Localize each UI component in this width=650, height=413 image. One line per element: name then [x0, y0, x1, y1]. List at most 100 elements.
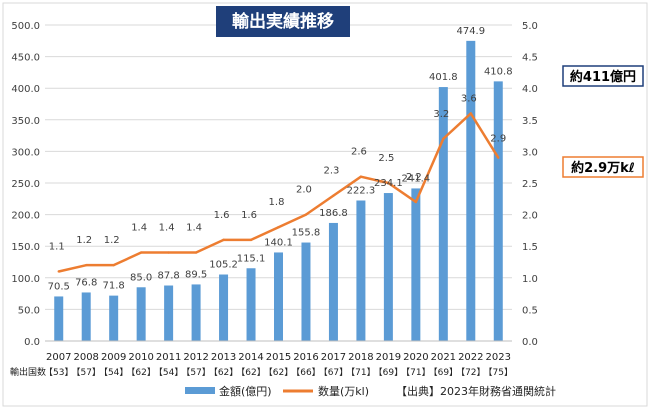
- line-point-quantity: [57, 270, 60, 273]
- y-left-tick-label: 400.0: [11, 84, 40, 95]
- x-tick-label: 2014: [238, 352, 263, 363]
- bar-amount: [328, 222, 338, 341]
- bar-amount: [164, 285, 174, 341]
- bar-value-label: 115.1: [237, 253, 266, 264]
- export-country-count: 【62】: [264, 367, 293, 378]
- chart-border: [2, 2, 648, 407]
- y-right-tick-label: 0.5: [522, 305, 538, 316]
- bar-amount: [109, 295, 119, 341]
- export-country-count: 【54】: [154, 367, 183, 378]
- export-country-count: 【54】: [99, 367, 128, 378]
- bar-value-label: 70.5: [48, 281, 70, 292]
- y-left-tick-label: 350.0: [11, 116, 40, 127]
- x-tick-label: 2016: [293, 352, 318, 363]
- x-tick-label: 2009: [101, 352, 126, 363]
- bar-amount: [466, 40, 476, 342]
- legend-label-amount: 金額(億円): [219, 384, 272, 398]
- bar-value-label: 241.4: [402, 173, 431, 184]
- line-value-label: 1.6: [241, 210, 257, 221]
- x-tick-label: 2017: [321, 352, 346, 363]
- bar-series-layer: [54, 40, 503, 342]
- y-left-tick-label: 50.0: [18, 305, 40, 316]
- export-countries-row: 【53】【57】【54】【62】【54】【57】【62】【62】【62】【66】…: [44, 367, 513, 378]
- x-tick-label: 2021: [431, 352, 456, 363]
- line-point-quantity: [497, 156, 500, 159]
- y-right-tick-label: 4.5: [522, 53, 538, 64]
- y-left-tick-label: 150.0: [11, 242, 40, 253]
- line-point-quantity: [194, 251, 198, 254]
- chart-title-box: 輸出実績推移: [216, 6, 350, 37]
- bar-value-label: 71.8: [103, 281, 125, 292]
- callout-amount-text: 約411億円: [570, 69, 636, 85]
- line-point-quantity: [222, 238, 225, 242]
- line-value-label: 1.4: [186, 223, 202, 234]
- export-country-count: 【71】: [401, 367, 430, 378]
- line-value-label: 2.0: [296, 185, 312, 196]
- line-value-label: 2.6: [351, 147, 367, 158]
- y-left-tick-label: 300.0: [11, 147, 40, 158]
- bar-value-label: 89.5: [185, 269, 207, 280]
- callout-quantity-box: [562, 156, 644, 178]
- bar-amount: [383, 193, 393, 341]
- bar-amount: [81, 292, 91, 341]
- export-country-count: 【69】: [429, 367, 458, 378]
- line-point-quantity: [112, 263, 115, 267]
- line-value-label: 1.2: [76, 235, 92, 246]
- export-country-count: 【71】: [346, 367, 375, 378]
- export-country-count: 【62】: [209, 367, 238, 378]
- line-value-label: 3.2: [433, 109, 449, 120]
- export-country-count: 【57】: [71, 367, 100, 378]
- line-point-quantity: [387, 181, 390, 185]
- export-country-count: 【66】: [291, 367, 320, 378]
- line-value-label: 1.1: [49, 241, 65, 252]
- y-right-tick-label: 5.0: [522, 21, 538, 32]
- line-point-quantity: [167, 251, 170, 254]
- bar-value-label: 401.8: [429, 72, 458, 83]
- y-right-tick-label: 1.5: [522, 242, 538, 253]
- x-tick-label: 2010: [128, 352, 153, 363]
- bar-value-label: 222.3: [347, 186, 376, 197]
- bar-amount: [219, 274, 229, 341]
- line-series-layer: [57, 112, 500, 273]
- export-country-count: 【53】: [44, 367, 73, 378]
- line-point-quantity: [469, 112, 472, 115]
- x-tick-label: 2015: [266, 352, 291, 363]
- line-point-quantity: [85, 263, 88, 267]
- line-point-quantity: [359, 175, 363, 178]
- bar-amount: [301, 242, 311, 341]
- x-tick-label: 2013: [211, 352, 236, 363]
- export-country-count: 【57】: [181, 367, 210, 378]
- line-value-label: 1.4: [131, 223, 147, 234]
- line-value-label: 1.4: [159, 223, 175, 234]
- y-left-tick-label: 500.0: [11, 21, 40, 32]
- x-tick-label: 2008: [73, 352, 98, 363]
- bar-value-label: 140.1: [264, 237, 293, 248]
- bar-amount: [54, 296, 64, 341]
- data-label-layer: 70.5 76.8 71.885.0 87.8 89.5105.2115.1140.11…: [48, 26, 513, 293]
- line-point-quantity: [139, 251, 143, 254]
- y-left-tick-label: 200.0: [11, 211, 40, 222]
- line-point-quantity: [414, 200, 418, 204]
- x-tick-label: 2022: [458, 352, 483, 363]
- bar-value-label: 155.8: [292, 228, 321, 239]
- title-background: [216, 6, 350, 37]
- line-value-label: 2.9: [490, 134, 506, 145]
- line-point-quantity: [332, 194, 335, 197]
- source-note: 【出典】2023年財務省通関統計: [396, 384, 556, 398]
- export-country-count: 【75】: [484, 367, 513, 378]
- axis-layer: 0.0 50.0 100.0 150.0 200.0 250.0 300.0 350.0 400…: [11, 21, 538, 363]
- bar-amount: [191, 284, 201, 341]
- legend-swatch-amount: [185, 387, 215, 394]
- callout-amount: 約411億円: [562, 65, 644, 87]
- y-right-tick-label: 0.0: [522, 337, 538, 348]
- export-country-count: 【62】: [126, 367, 155, 378]
- x-tick-label: 2012: [183, 352, 208, 363]
- bar-amount: [411, 188, 421, 341]
- line-point-quantity: [442, 137, 445, 140]
- bar-amount: [438, 87, 448, 341]
- line-point-quantity: [304, 213, 308, 216]
- bar-amount: [246, 268, 256, 341]
- x-tick-label: 2019: [376, 352, 401, 363]
